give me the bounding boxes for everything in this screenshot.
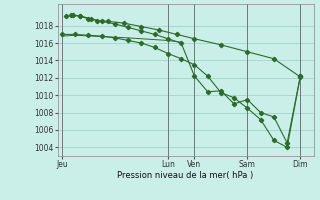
X-axis label: Pression niveau de la mer( hPa ): Pression niveau de la mer( hPa ) [117,171,254,180]
